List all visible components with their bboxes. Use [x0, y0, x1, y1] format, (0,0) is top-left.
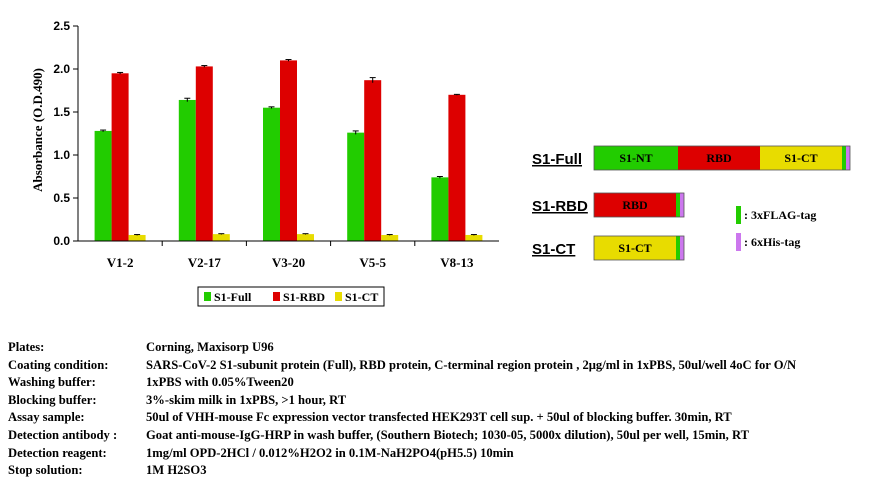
protocol-value: 50ul of VHH-mouse Fc expression vector t…	[146, 410, 732, 425]
protocol-value: 1mg/ml OPD-2HCl / 0.012%H2O2 in 0.1M-NaH…	[146, 445, 514, 460]
construct-segment	[594, 236, 676, 260]
protocol-key: Detection antibody :	[8, 427, 118, 442]
tag-key: : 3xFLAG-tag : 6xHis-tag	[736, 206, 816, 251]
protocol-value: 3%-skim milk in 1xPBS, >1 hour, RT	[146, 392, 347, 407]
x-tick-label: V5-5	[359, 255, 386, 270]
legend-box	[197, 286, 385, 307]
protocol-key: Coating condition:	[8, 357, 109, 372]
bar-s1-ct-v2-17	[212, 234, 230, 241]
segment-label: RBD	[706, 151, 732, 165]
construct-segment	[680, 193, 684, 217]
bar-s1-full-v8-13	[431, 177, 449, 241]
protocol-key: Assay sample:	[8, 410, 85, 425]
bar-s1-rbd-v5-5	[364, 80, 382, 242]
protocol-value: Corning, Maxisorp U96	[146, 340, 274, 354]
construct-segment	[594, 146, 678, 170]
y-tick-label: 0.5	[53, 191, 70, 205]
protocol-key: Stop solution:	[8, 463, 83, 478]
y-axis-label: Absorbance (O.D.490)	[30, 68, 45, 192]
construct-name: S1-RBD	[532, 198, 588, 215]
x-axis: V1-2 V2-17 V3-20 V5-5 V8-13	[78, 240, 499, 270]
protocol-row: Coating condition: SARS-CoV-2 S1-subunit …	[8, 357, 873, 375]
tag-label: : 6xHis-tag	[744, 235, 800, 249]
protocol-value: 1M H2SO3	[146, 463, 207, 478]
bar-s1-rbd-v8-13	[448, 94, 466, 241]
chart-area: 0.0 0.5 1.0 1.5 2.0 2.5 V1-2 V2-17 V3-20 V5-5 V8-…	[30, 19, 851, 307]
protocol-row: Stop solution: 1M H2SO3	[8, 462, 873, 480]
protocol-key: Plates:	[8, 340, 45, 354]
bar-s1-ct-v1-2	[128, 234, 146, 241]
protocol-key: Washing buffer:	[8, 375, 96, 390]
construct-outline	[593, 192, 685, 218]
construct-segment	[846, 146, 850, 170]
protocol-row: Detection reagent: 1mg/ml OPD-2HCl / 0.01…	[8, 445, 873, 463]
segment-label: S1-CT	[784, 151, 817, 165]
tag-swatch	[736, 206, 741, 224]
construct-segment	[678, 146, 760, 170]
construct-segment	[594, 193, 676, 217]
protocol-key: Detection reagent:	[8, 445, 107, 460]
protocol-table: Plates: Corning, Maxisorp U96 Coating cond…	[8, 339, 873, 480]
bar-s1-rbd-v3-20	[280, 60, 297, 242]
bar-chart: 0.0 0.5 1.0 1.5 2.0 2.5 V1-2 V2-17 V3-20 V5-5 V8-…	[30, 19, 499, 270]
bar-s1-rbd-v1-2	[111, 73, 129, 241]
construct-segment	[760, 146, 842, 170]
protocol-key: Blocking buffer:	[8, 392, 97, 407]
protocol-value: SARS-CoV-2 S1-subunit protein (Full), RB…	[146, 357, 797, 372]
x-tick-label: V8-13	[440, 255, 474, 270]
y-tick-label: 2.5	[53, 19, 70, 33]
x-tick-label: V3-20	[272, 255, 305, 270]
protocol-row: Blocking buffer: 3%-skim milk in 1xPBS, >…	[8, 392, 873, 410]
construct-segment	[842, 146, 846, 170]
bar-s1-ct-v3-20	[297, 234, 314, 241]
x-tick-label: V2-17	[188, 255, 222, 270]
protocol-row: Plates: Corning, Maxisorp U96	[8, 339, 873, 357]
legend-entry: S1-CT	[345, 290, 378, 304]
legend-swatch	[204, 292, 211, 301]
bar-s1-full-v2-17	[178, 99, 196, 242]
construct-segment	[676, 236, 680, 260]
protocol-row: Washing buffer: 1xPBS with 0.05%Tween20	[8, 374, 873, 392]
x-tick-label: V1-2	[107, 255, 134, 270]
tag-swatch	[736, 233, 741, 251]
bar-s1-rbd-v2-17	[195, 66, 213, 241]
segment-label: S1-NT	[619, 151, 652, 165]
bar-s1-full-v5-5	[347, 132, 365, 241]
bar-s1-ct-v5-5	[381, 234, 399, 241]
legend-entry: S1-Full	[214, 290, 252, 304]
bar-s1-ct-v8-13	[465, 234, 483, 241]
construct-segment	[676, 193, 680, 217]
segment-label: RBD	[622, 198, 648, 212]
legend-entry: S1-RBD	[283, 290, 325, 304]
construct-diagram: S1-Full S1-NT RBD S1-CT S1-RBD RBD S1-CT S1-CT	[532, 145, 851, 261]
construct-name: S1-CT	[532, 241, 575, 258]
protocol-value: 1xPBS with 0.05%Tween20	[146, 375, 294, 390]
legend-swatch	[335, 292, 342, 301]
y-axis: 0.0 0.5 1.0 1.5 2.0 2.5	[53, 19, 79, 248]
bar-s1-full-v1-2	[94, 130, 112, 241]
chart-legend: S1-Full S1-RBD S1-CT	[197, 286, 385, 307]
segment-label: S1-CT	[618, 241, 651, 255]
legend-swatch	[273, 292, 280, 301]
construct-segment	[680, 236, 684, 260]
bars	[94, 59, 483, 242]
construct-outline	[593, 145, 851, 171]
construct-name: S1-Full	[532, 151, 582, 168]
y-tick-label: 0.0	[53, 234, 70, 248]
y-tick-label: 1.5	[53, 105, 70, 119]
protocol-value: Goat anti-mouse-IgG-HRP in wash buffer, …	[146, 427, 750, 442]
y-tick-label: 2.0	[53, 62, 70, 76]
bar-s1-full-v3-20	[263, 107, 280, 241]
construct-outline	[593, 235, 685, 261]
protocol-row: Detection antibody : Goat anti-mouse-IgG-…	[8, 427, 873, 445]
protocol-row: Assay sample: 50ul of VHH-mouse Fc expres…	[8, 409, 873, 427]
tag-label: : 3xFLAG-tag	[744, 208, 816, 222]
y-tick-label: 1.0	[53, 148, 70, 162]
